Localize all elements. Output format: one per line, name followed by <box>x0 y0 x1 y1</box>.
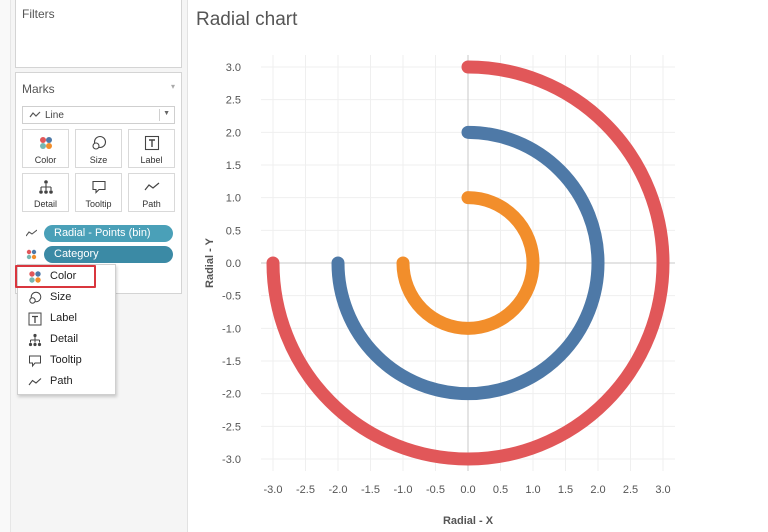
arc-series-3 <box>396 191 540 335</box>
filters-title: Filters <box>22 7 55 21</box>
detail-button[interactable]: Detail <box>22 173 69 212</box>
tooltip-icon <box>29 355 41 368</box>
size-button[interactable]: Size <box>75 129 122 168</box>
y-tick-label: -2.0 <box>222 389 241 401</box>
arc-series-2 <box>331 125 605 401</box>
menu-item-size[interactable]: Size <box>18 287 115 308</box>
menu-item-label: Detail <box>50 333 79 345</box>
color-dots-icon <box>26 249 37 260</box>
menu-item-label: Path <box>50 375 73 387</box>
path-icon <box>28 378 42 386</box>
menu-item-label[interactable]: Label <box>18 308 115 329</box>
y-tick-label: -1.0 <box>222 323 241 335</box>
tooltip-button-label: Tooltip <box>85 199 112 209</box>
tooltip-button[interactable]: Tooltip <box>75 173 122 212</box>
marks-card: Marks ▾ Line ▼ Color Size Label Detail <box>15 72 182 294</box>
x-tick-label: -3.0 <box>264 484 283 496</box>
color-button[interactable]: Color <box>22 129 69 168</box>
category-pill[interactable]: Category <box>44 246 173 263</box>
menu-item-label: Size <box>50 291 72 303</box>
color-highlight-box <box>15 265 96 288</box>
side-strip <box>0 0 11 532</box>
y-tick-label: -1.5 <box>222 356 241 368</box>
menu-item-path[interactable]: Path <box>18 371 115 392</box>
path-shelf-row: Radial - Points (bin) <box>22 225 173 242</box>
marks-card-menu-icon[interactable]: ▾ <box>170 82 175 91</box>
text-label-icon <box>144 135 159 151</box>
color-dots-icon <box>39 137 52 149</box>
color-shelf-row: Category <box>22 246 173 263</box>
chevron-down-icon: ▼ <box>163 110 170 117</box>
menu-item-label: Label <box>50 312 77 324</box>
x-tick-label: -1.5 <box>361 484 380 496</box>
dropdown-separator <box>159 109 160 121</box>
y-tick-label: 1.5 <box>226 160 241 172</box>
x-axis-label: Radial - X <box>443 515 494 527</box>
color-dots-icon <box>29 271 41 283</box>
label-button-label: Label <box>140 155 163 165</box>
x-tick-label: -2.0 <box>329 484 348 496</box>
arc-series-1 <box>266 60 670 466</box>
y-tick-label: -2.5 <box>222 421 241 433</box>
x-tick-label: -2.5 <box>296 484 315 496</box>
x-tick-label: 1.0 <box>525 484 540 496</box>
size-icon <box>91 135 106 150</box>
mark-type-context-menu: Color Size Label Detail Tooltip Path <box>17 264 116 395</box>
x-tick-label: 2.5 <box>623 484 638 496</box>
menu-item-label: Tooltip <box>50 354 82 366</box>
menu-item-color[interactable]: Color <box>18 266 115 287</box>
chart-title: Radial chart <box>196 9 298 30</box>
radial-chart-plot[interactable]: -3.0 -2.5 -2.0 -1.5 -1.0 -0.5 0.0 0.5 1.0 1.5 2.0 2… <box>188 40 768 532</box>
x-tick-label: 2.0 <box>590 484 605 496</box>
path-icon <box>26 229 37 237</box>
y-tick-label: 0.5 <box>226 225 241 237</box>
x-tick-label: 1.5 <box>558 484 573 496</box>
size-button-label: Size <box>89 155 108 165</box>
x-tick-label: 3.0 <box>655 484 670 496</box>
chart-canvas: -3.0 -2.5 -2.0 -1.5 -1.0 -0.5 0.0 0.5 1.0 1.5 2.0 2… <box>204 55 675 527</box>
path-button[interactable]: Path <box>128 173 175 212</box>
menu-item-detail[interactable]: Detail <box>18 329 115 350</box>
x-tick-label: -1.0 <box>394 484 413 496</box>
line-icon <box>29 111 41 118</box>
y-tick-label: 0.0 <box>226 258 241 270</box>
y-tick-label: -0.5 <box>222 291 241 303</box>
x-tick-label: 0.5 <box>493 484 508 496</box>
detail-hierarchy-icon <box>28 333 42 347</box>
x-tick-label: 0.0 <box>460 484 475 496</box>
detail-button-label: Detail <box>33 199 57 209</box>
menu-item-label: Color <box>50 270 77 282</box>
y-tick-label: 1.0 <box>226 193 241 205</box>
y-tick-label: 2.5 <box>226 95 241 107</box>
detail-hierarchy-icon <box>38 180 53 194</box>
mark-type-label: Line <box>45 110 64 121</box>
text-label-icon <box>28 312 42 326</box>
color-button-label: Color <box>34 155 57 165</box>
y-tick-label: -3.0 <box>222 454 241 466</box>
y-axis-label: Radial - Y <box>204 237 216 288</box>
path-button-label: Path <box>142 199 161 209</box>
label-button[interactable]: Label <box>128 129 175 168</box>
path-icon <box>144 182 159 191</box>
x-tick-label: -0.5 <box>426 484 445 496</box>
filters-card[interactable]: Filters <box>15 0 182 68</box>
tooltip-icon <box>91 180 106 194</box>
radial-points-pill[interactable]: Radial - Points (bin) <box>44 225 173 242</box>
y-tick-label: 2.0 <box>226 127 241 139</box>
menu-item-tooltip[interactable]: Tooltip <box>18 350 115 371</box>
marks-title: Marks <box>22 82 55 96</box>
mark-type-dropdown[interactable]: Line ▼ <box>22 106 175 124</box>
size-icon <box>29 291 42 304</box>
y-tick-label: 3.0 <box>226 62 241 74</box>
